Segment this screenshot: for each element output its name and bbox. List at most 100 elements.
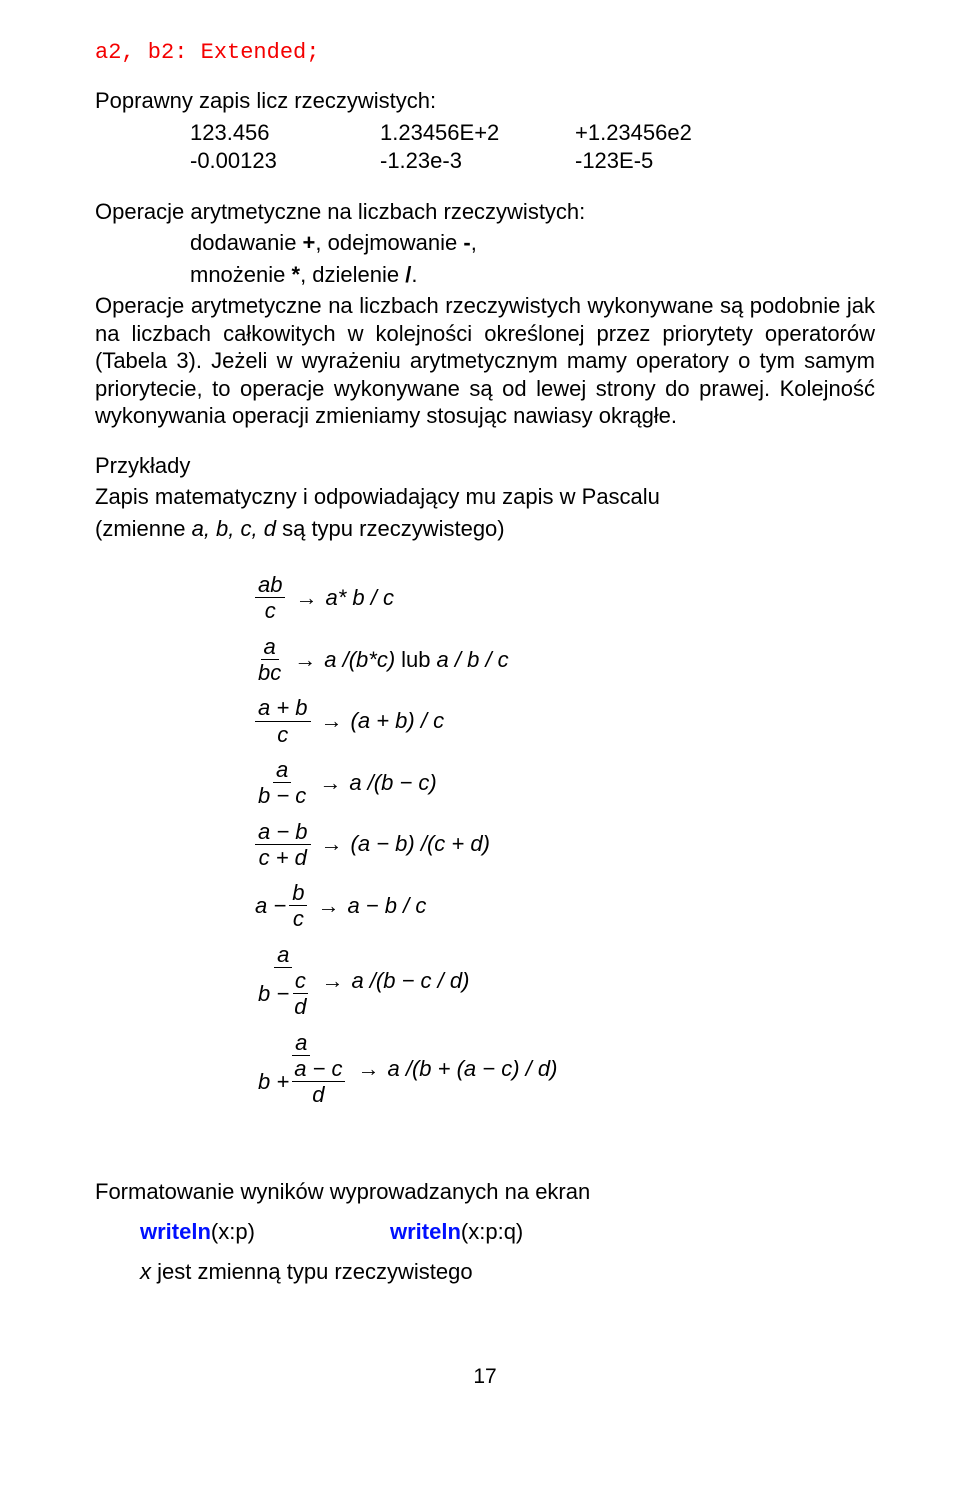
denominator: c [290,906,307,931]
examples-header: Przykłady Zapis matematyczny i odpowiada… [95,452,875,543]
operations-addsub: dodawanie +, odejmowanie -, [95,229,875,257]
denominator: c + d [256,845,310,870]
arrow-icon: → [317,893,339,919]
result: a − b / c [347,893,426,919]
priority-paragraph: Operacje arytmetyczne na liczbach rzeczy… [95,292,875,430]
denominator: c [262,598,279,623]
numerator: b [289,880,307,906]
inner-numerator: a − c [292,1056,344,1082]
numerator: a − b [255,819,311,845]
arrow-icon: → [321,831,343,857]
document-page: a2, b2: Extended; Poprawny zapis licz rz… [0,0,960,1419]
equation-2: a bc → a /(b*c) lub a / b / c [255,634,875,686]
fraction: a b + a − c d [255,1030,348,1108]
text: mnożenie [190,262,292,287]
fraction: a b − c d [255,942,311,1020]
result: a* b / c [325,585,393,611]
result: (a − b) /(c + d) [351,831,490,857]
text: dodawanie [190,230,303,255]
formatting-body: writeln(x:p) writeln(x:p:q) x jest zmien… [140,1219,875,1285]
denominator: b + a − c d [255,1056,348,1108]
fraction: a bc [255,634,284,686]
operations-block: Operacje arytmetyczne na liczbach rzeczy… [95,198,875,289]
arrow-icon: → [295,585,317,611]
equation-3: a + b c → (a + b) / c [255,695,875,747]
inner-fraction: a − c d [292,1056,344,1108]
numerator: a + b [255,695,311,721]
code-declaration: a2, b2: Extended; [95,40,875,65]
desc-text: jest zmienną typu rzeczywistego [157,1259,472,1284]
vars-italic: a, b, c, d [192,516,276,541]
writeln-2: writeln(x:p:q) [390,1219,523,1245]
arrow-icon: → [319,770,341,796]
fraction: a − b c + d [255,819,311,871]
fraction: b c [289,880,307,932]
number-row-1: 123.456 1.23456E+2 +1.23456e2 [190,119,875,148]
result: (a + b) / c [351,708,445,734]
fraction: a + b c [255,695,311,747]
inner-denominator: d [292,994,308,1019]
writeln-row: writeln(x:p) writeln(x:p:q) [140,1219,875,1245]
arrow-icon: → [294,647,316,673]
numerator: a [261,634,279,660]
or-label: lub [401,647,430,673]
result: a /(b − c) [349,770,436,796]
operations-title: Operacje arytmetyczne na liczbach rzeczy… [95,198,875,226]
inner-denominator: d [310,1082,326,1107]
num-cell: 123.456 [190,119,380,148]
minus-op: - [463,230,470,255]
text: . [411,262,417,287]
numerator: a [274,942,292,968]
denominator: b − c d [255,968,311,1020]
den-term: b + [258,1069,289,1094]
number-row-2: -0.00123 -1.23e-3 -123E-5 [190,147,875,176]
denominator: b − c [255,783,309,808]
result: a /(b + (a − c) / d) [388,1056,558,1082]
denominator: c [274,722,291,747]
numerator: a [273,757,291,783]
equation-1: ab c → a* b / c [255,572,875,624]
equation-4: a b − c → a /(b − c) [255,757,875,809]
num-cell: 1.23456E+2 [380,119,575,148]
equation-8: a b + a − c d → a /(b + (a − c) / d) [255,1030,875,1108]
num-cell: -0.00123 [190,147,380,176]
num-cell: +1.23456e2 [575,119,692,148]
num-cell: -123E-5 [575,147,653,176]
formatting-title: Formatowanie wyników wyprowadzanych na e… [95,1178,875,1206]
numerator: a [292,1030,310,1056]
text: , dzielenie [300,262,405,287]
plus-op: + [303,230,316,255]
equation-7: a b − c d → a /(b − c / d) [255,942,875,1020]
result: a /(b*c) [324,647,395,673]
formatting-section: Formatowanie wyników wyprowadzanych na e… [95,1178,875,1286]
fraction: ab c [255,572,285,624]
fraction: a b − c [255,757,309,809]
num-cell: -1.23e-3 [380,147,575,176]
lhs-term: a − [255,893,286,919]
examples-subtitle: Zapis matematyczny i odpowiadający mu za… [95,483,875,511]
writeln-1: writeln(x:p) [140,1219,390,1245]
real-number-notation-title: Poprawny zapis licz rzeczywistych: [95,87,875,115]
arrow-icon: → [358,1056,380,1082]
equation-5: a − b c + d → (a − b) /(c + d) [255,819,875,871]
var-description: x jest zmienną typu rzeczywistego [140,1259,875,1285]
writeln-keyword: writeln [390,1219,461,1244]
inner-numerator: c [293,968,308,994]
text: , odejmowanie [315,230,463,255]
result-alt: a / b / c [437,647,509,673]
equation-6: a − b c → a − b / c [255,880,875,932]
math-equations: ab c → a* b / c a bc → a /(b*c) lub a / … [255,572,875,1107]
writeln-args: (x:p) [211,1219,255,1244]
result: a /(b − c / d) [351,968,469,994]
numerator: ab [255,572,285,598]
arrow-icon: → [321,708,343,734]
operations-muldiv: mnożenie *, dzielenie /. [95,261,875,289]
var-x: x [140,1259,157,1284]
star-op: * [292,262,301,287]
examples-label: Przykłady [95,452,875,480]
writeln-keyword: writeln [140,1219,211,1244]
writeln-args: (x:p:q) [461,1219,523,1244]
number-examples: 123.456 1.23456E+2 +1.23456e2 -0.00123 -… [95,119,875,176]
text: są typu rzeczywistego) [276,516,505,541]
text: (zmienne [95,516,192,541]
